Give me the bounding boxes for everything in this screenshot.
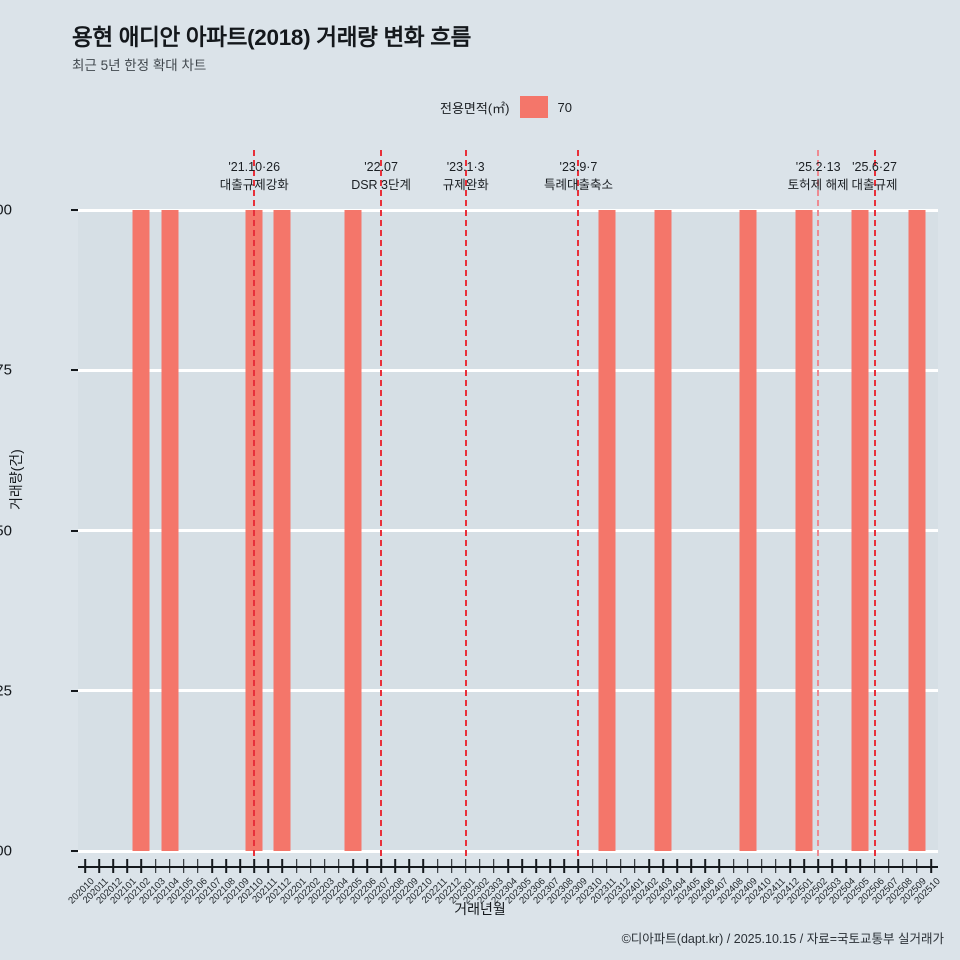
event-text: 규제완화 bbox=[442, 178, 489, 193]
gridline bbox=[78, 208, 938, 212]
legend-swatch-70[interactable] bbox=[519, 96, 548, 118]
y-tick-mark bbox=[71, 850, 78, 852]
y-tick-mark bbox=[71, 209, 78, 211]
bar-202505[interactable] bbox=[851, 210, 869, 851]
event-text: DSR 3단계 bbox=[351, 178, 412, 193]
y-tick-label: 0.50 bbox=[0, 522, 12, 539]
event-line-202309 bbox=[577, 150, 580, 856]
y-tick-mark bbox=[71, 689, 78, 692]
bar-202403[interactable] bbox=[654, 210, 672, 851]
event-annotation-202506: '25.6·27 대출규제 bbox=[852, 158, 898, 194]
event-annotation-202110: '21.10·26 대출규제강화 bbox=[220, 158, 289, 194]
gridline bbox=[78, 368, 938, 372]
y-tick-mark bbox=[71, 529, 78, 532]
event-annotation-202502: '25.2·13 토허제 해제 bbox=[788, 158, 849, 194]
page-title: 용현 애디안 아파트(2018) 거래량 변화 흐름 bbox=[72, 25, 471, 50]
gridline bbox=[78, 849, 938, 853]
event-date: '23.9·7 bbox=[559, 160, 598, 174]
legend-value-70: 70 bbox=[557, 99, 572, 115]
event-annotation-202207: '22.07 DSR 3단계 bbox=[351, 158, 411, 194]
y-axis-title: 거래량(건) bbox=[8, 449, 24, 510]
bar-202104[interactable] bbox=[161, 210, 179, 851]
y-tick-label: 0.25 bbox=[0, 682, 12, 700]
event-text: 대출규제 bbox=[851, 178, 898, 193]
event-line-202506 bbox=[873, 150, 876, 856]
bar-202409[interactable] bbox=[739, 210, 757, 851]
gridline bbox=[78, 689, 938, 693]
gridline bbox=[78, 529, 938, 532]
plot-area bbox=[78, 150, 938, 856]
event-annotation-202309: '23.9·7 특례대출축소 bbox=[544, 158, 613, 194]
event-date: '21.10·26 bbox=[228, 160, 281, 174]
x-axis-title: 거래년월 bbox=[454, 901, 506, 917]
bar-202112[interactable] bbox=[273, 210, 291, 851]
bar-202501[interactable] bbox=[795, 210, 813, 851]
event-date: '23.1·3 bbox=[446, 160, 485, 174]
bar-202311[interactable] bbox=[598, 210, 616, 851]
y-tick-mark bbox=[71, 369, 78, 372]
event-date: '25.6·27 bbox=[852, 160, 897, 174]
bar-202509[interactable] bbox=[908, 210, 926, 851]
event-annotation-202301: '23.1·3 규제완화 bbox=[443, 158, 489, 194]
legend: 전용면적(㎡) 70 bbox=[440, 96, 572, 118]
event-text: 특례대출축소 bbox=[543, 178, 613, 193]
y-tick-label: 0.00 bbox=[0, 842, 12, 860]
chart-subtitle: 최근 5년 한정 확대 차트 bbox=[72, 58, 207, 73]
event-line-202110 bbox=[253, 150, 256, 856]
x-axis-line bbox=[78, 866, 938, 868]
event-text: 토허제 해제 bbox=[787, 178, 849, 193]
event-date: '22.07 bbox=[364, 160, 398, 174]
y-tick-label: 1.00 bbox=[0, 201, 12, 219]
event-line-202207 bbox=[380, 150, 383, 856]
footer-credit: ©디아파트(dapt.kr) / 2025.10.15 / 자료=국토교통부 실… bbox=[621, 932, 944, 946]
bar-202205[interactable] bbox=[344, 210, 362, 851]
event-text: 대출규제강화 bbox=[219, 178, 289, 193]
legend-title: 전용면적(㎡) bbox=[440, 100, 510, 116]
y-tick-label: 0.75 bbox=[0, 361, 12, 379]
event-line-202301 bbox=[464, 150, 467, 856]
bar-202102[interactable] bbox=[132, 210, 150, 851]
event-line-202502 bbox=[817, 150, 820, 856]
event-date: '25.2·13 bbox=[795, 160, 841, 174]
